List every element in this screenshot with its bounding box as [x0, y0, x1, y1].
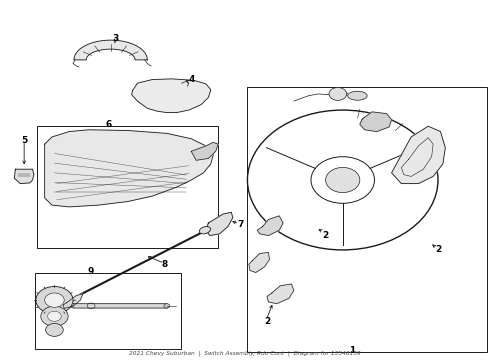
Circle shape — [41, 306, 68, 326]
Polygon shape — [249, 252, 270, 273]
Text: 3: 3 — [112, 34, 119, 43]
Bar — [37, 126, 218, 248]
Circle shape — [48, 311, 61, 321]
Circle shape — [46, 323, 63, 336]
Polygon shape — [14, 169, 34, 184]
Polygon shape — [191, 142, 218, 160]
Polygon shape — [392, 126, 445, 184]
Circle shape — [45, 293, 64, 307]
Ellipse shape — [199, 226, 211, 234]
Text: 9: 9 — [88, 267, 94, 276]
Polygon shape — [73, 304, 168, 308]
Bar — [247, 87, 487, 352]
Polygon shape — [132, 79, 211, 113]
Text: 8: 8 — [161, 260, 168, 269]
Polygon shape — [45, 130, 213, 207]
Circle shape — [326, 167, 360, 193]
Text: 7: 7 — [237, 220, 244, 229]
Text: 4: 4 — [188, 75, 195, 84]
Text: 6: 6 — [105, 120, 111, 129]
Text: 2021 Chevy Suburban  |  Switch Assembly, Rdo Cont  |  Diagram for 13540159: 2021 Chevy Suburban | Switch Assembly, R… — [129, 351, 361, 356]
Polygon shape — [360, 112, 392, 132]
Text: 1: 1 — [349, 346, 356, 355]
Bar — [35, 273, 181, 348]
Polygon shape — [257, 216, 283, 235]
Circle shape — [36, 287, 73, 314]
Text: 2: 2 — [264, 317, 270, 326]
Polygon shape — [267, 284, 294, 304]
Ellipse shape — [347, 91, 367, 100]
Polygon shape — [63, 294, 83, 309]
Text: 2: 2 — [435, 246, 441, 255]
Circle shape — [329, 87, 346, 100]
Text: 5: 5 — [21, 136, 27, 145]
Text: 2: 2 — [322, 231, 329, 240]
Polygon shape — [74, 40, 147, 60]
Ellipse shape — [164, 304, 170, 308]
Polygon shape — [206, 212, 233, 235]
